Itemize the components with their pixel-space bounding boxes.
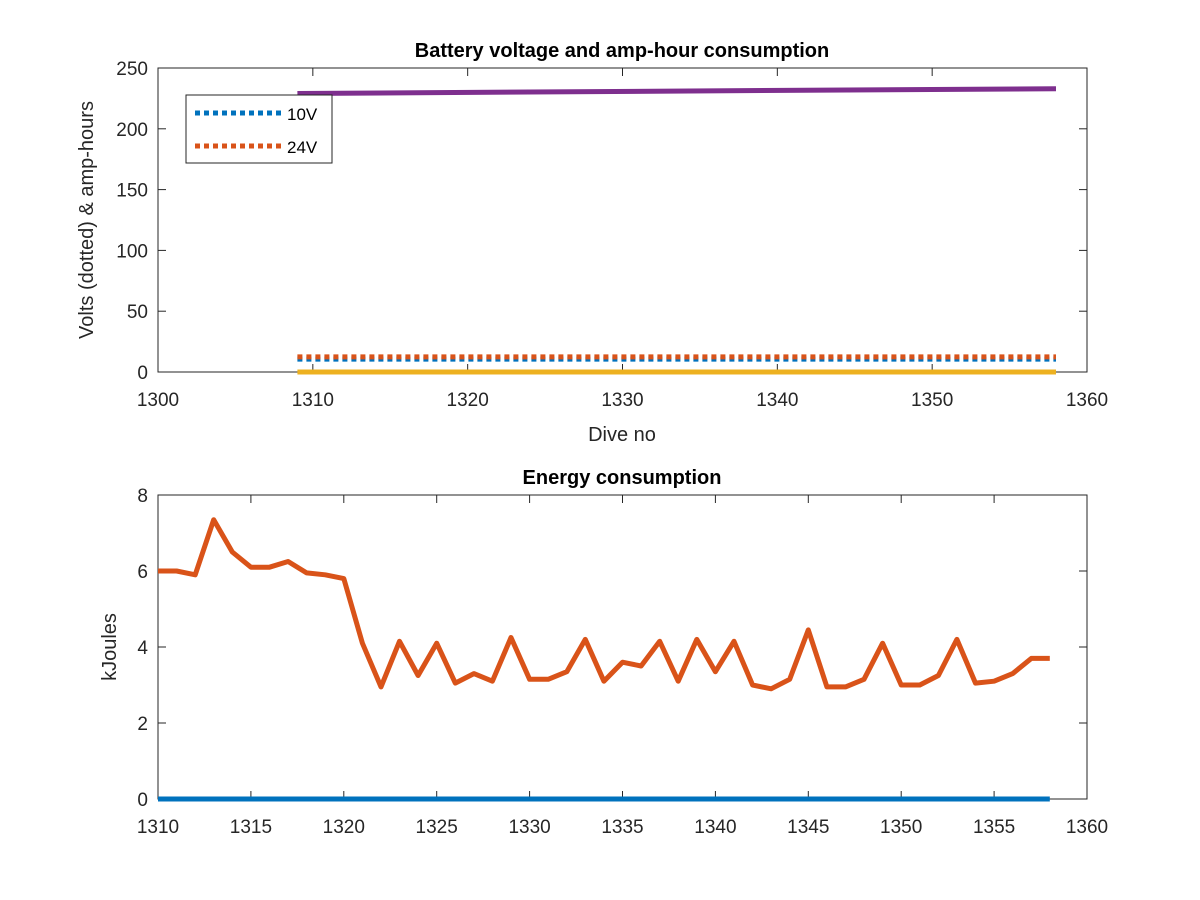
voltage-x-tick-label: 1350	[911, 390, 953, 411]
energy-x-tick-label: 1360	[1066, 817, 1108, 838]
voltage-x-tick-label: 1330	[601, 390, 643, 411]
energy-x-tick-label: 1350	[880, 817, 922, 838]
energy-x-tick-label: 1310	[137, 817, 179, 838]
voltage-x-tick-label: 1320	[447, 390, 489, 411]
voltage-y-tick-label: 50	[127, 302, 148, 323]
energy-x-tick-label: 1320	[323, 817, 365, 838]
energy-x-ticks: 1310 1315 1320 1325 1330 1335 1340 1345 1350 1355…	[137, 495, 1108, 838]
energy-chart-title: Energy consumption	[523, 467, 722, 489]
voltage-chart-title: Battery voltage and amp-hour consumption	[415, 40, 829, 62]
energy-y-tick-label: 0	[137, 790, 148, 811]
voltage-series-line-3	[297, 86, 1057, 96]
energy-series	[158, 517, 1050, 802]
voltage-x-tick-label: 1300	[137, 390, 179, 411]
voltage-series	[297, 86, 1057, 375]
voltage-x-tick-label: 1360	[1066, 390, 1108, 411]
energy-x-tick-label: 1330	[508, 817, 550, 838]
energy-x-tick-label: 1355	[973, 817, 1015, 838]
energy-y-tick-label: 6	[137, 562, 148, 583]
voltage-x-tick-label: 1340	[756, 390, 798, 411]
voltage-y-tick-label: 150	[116, 181, 148, 202]
energy-series-line-1	[158, 517, 1050, 692]
energy-x-tick-label: 1345	[787, 817, 829, 838]
voltage-x-tick-label: 1310	[292, 390, 334, 411]
energy-x-tick-label: 1325	[416, 817, 458, 838]
energy-y-tick-label: 4	[137, 638, 148, 659]
energy-chart: Energy consumption 0 2 4 6 8 1310 1315 1320 132…	[99, 467, 1108, 838]
voltage-chart: Battery voltage and amp-hour consumption…	[76, 40, 1108, 446]
energy-y-axis-label: kJoules	[99, 613, 121, 681]
voltage-y-axis-label: Volts (dotted) & amp-hours	[76, 101, 98, 339]
energy-x-tick-label: 1340	[694, 817, 736, 838]
voltage-y-ticks: 0 50 100 150 200 250	[116, 59, 1087, 384]
voltage-y-tick-label: 250	[116, 59, 148, 80]
energy-x-tick-label: 1335	[601, 817, 643, 838]
legend-label-10v: 10V	[287, 105, 318, 124]
energy-plot-area	[157, 494, 1088, 800]
legend-box	[185, 94, 333, 164]
voltage-x-axis-label: Dive no	[588, 424, 656, 446]
energy-y-tick-label: 2	[137, 714, 148, 735]
legend-label-24v: 24V	[287, 138, 318, 157]
voltage-y-tick-label: 0	[137, 363, 148, 384]
voltage-y-tick-label: 100	[116, 241, 148, 262]
energy-y-tick-label: 8	[137, 486, 148, 507]
voltage-legend: 10V 24V	[185, 94, 333, 164]
energy-x-tick-label: 1315	[230, 817, 272, 838]
energy-y-ticks: 0 2 4 6 8	[137, 486, 1087, 811]
voltage-x-ticks: 1300 1310 1320 1330 1340 1350 1360	[137, 68, 1108, 411]
voltage-y-tick-label: 200	[116, 120, 148, 141]
